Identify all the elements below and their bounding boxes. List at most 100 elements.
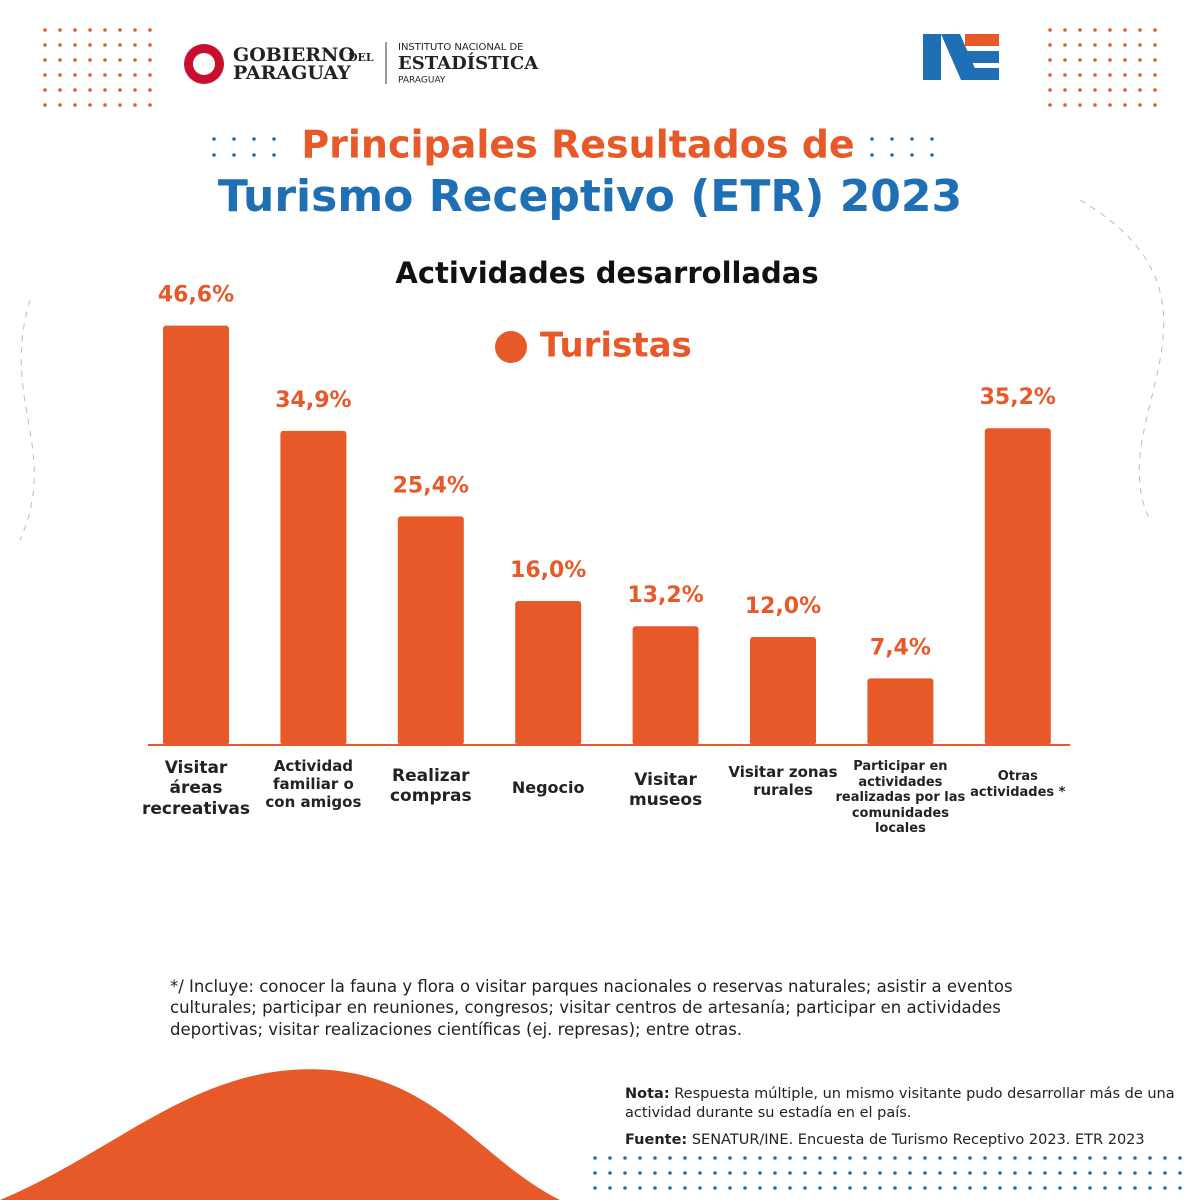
decor-dot [848, 1171, 852, 1175]
decor-dot [998, 1186, 1002, 1190]
decor-dot [968, 1171, 972, 1175]
logo-ine [923, 34, 941, 80]
decor-dot [1028, 1156, 1032, 1160]
decor-dot [1133, 1186, 1137, 1190]
decor-dot [923, 1171, 927, 1175]
decor-dot [43, 58, 47, 62]
decor-dot [728, 1156, 732, 1160]
decor-dot [212, 153, 216, 157]
decor-dot [1108, 28, 1112, 32]
decor-dot [833, 1186, 837, 1190]
decor-dot [878, 1186, 882, 1190]
decor-dot [608, 1171, 612, 1175]
bar [163, 325, 229, 745]
decor-dot [653, 1156, 657, 1160]
decor-dot [593, 1156, 597, 1160]
bar [280, 430, 347, 745]
decor-dot [1093, 58, 1097, 62]
decor-dot [953, 1171, 957, 1175]
decor-dot [43, 73, 47, 77]
decor-dot [1133, 1171, 1137, 1175]
decor-dot [1153, 58, 1157, 62]
decor-dot [148, 58, 152, 62]
decor-dot [788, 1156, 792, 1160]
decor-dot [683, 1186, 687, 1190]
decor-dot [983, 1171, 987, 1175]
decor-dot [863, 1156, 867, 1160]
decor-dot [863, 1171, 867, 1175]
decor-dot [212, 137, 216, 141]
bar [984, 428, 1051, 745]
decor-dot [893, 1186, 897, 1190]
header-text: INSTITUTO NACIONAL DE [398, 42, 523, 53]
decor-dot [608, 1156, 612, 1160]
decor-dot [1163, 1171, 1167, 1175]
decor-dot [103, 103, 107, 107]
decor-dot [1078, 73, 1082, 77]
decor-dot [983, 1186, 987, 1190]
decor-dot [1073, 1171, 1077, 1175]
logo-gov [193, 53, 215, 75]
decor-dot [803, 1156, 807, 1160]
decor-dot [1138, 28, 1142, 32]
source: Fuente: SENATUR/INE. Encuesta de Turismo… [625, 1131, 1185, 1150]
source-text: SENATUR/INE. Encuesta de Turismo Recepti… [691, 1132, 1145, 1148]
decor-dot [908, 1171, 912, 1175]
decor-dot [908, 1156, 912, 1160]
decor-dot [998, 1156, 1002, 1160]
decor-dot [1108, 58, 1112, 62]
decor-dot [1138, 73, 1142, 77]
decor-dot [1028, 1186, 1032, 1190]
decor-dot [1148, 1186, 1152, 1190]
decor-dot [743, 1171, 747, 1175]
decor-dot [953, 1156, 957, 1160]
decor-dot [818, 1156, 822, 1160]
note-label: Nota: [625, 1086, 670, 1102]
logo-ine [965, 34, 999, 46]
decor-dot [1118, 1186, 1122, 1190]
chart-subtitle: Actividades desarrolladas [395, 256, 818, 290]
decor-dot [623, 1156, 627, 1160]
x-tick-label: Visitar zonas rurales [728, 763, 838, 799]
logo-ine [965, 68, 999, 80]
decor-dot [818, 1186, 822, 1190]
decor-dot [133, 28, 137, 32]
data-label: 13,2% [627, 583, 703, 608]
decor-dot [73, 103, 77, 107]
decor-dot [893, 1156, 897, 1160]
decor-dot [683, 1171, 687, 1175]
decor-dot [1123, 28, 1127, 32]
decor-dot [1078, 28, 1082, 32]
decor-dot [743, 1186, 747, 1190]
decor-dot [930, 153, 934, 157]
decor-dot [1108, 73, 1112, 77]
decor-dot [88, 73, 92, 77]
decor-dot [118, 88, 122, 92]
decor-dot [638, 1156, 642, 1160]
decor-dot [1078, 103, 1082, 107]
decor-dot [910, 153, 914, 157]
decor-dot [698, 1171, 702, 1175]
decor-dot [118, 58, 122, 62]
decor-dot [623, 1171, 627, 1175]
decor-dot [910, 137, 914, 141]
decor-dot [833, 1156, 837, 1160]
note: Nota: Respuesta múltiple, un mismo visit… [625, 1085, 1185, 1123]
decor-dot [1063, 103, 1067, 107]
decor-dot [968, 1186, 972, 1190]
decor-dot [713, 1171, 717, 1175]
decor-dot [1078, 58, 1082, 62]
decor-dot [118, 103, 122, 107]
decor-dot [1093, 88, 1097, 92]
decor-dot [252, 153, 256, 157]
source-label: Fuente: [625, 1132, 688, 1148]
decor-dots [43, 28, 1182, 1190]
decor-dot [1063, 73, 1067, 77]
decor-dot [1138, 43, 1142, 47]
decor-dot [88, 103, 92, 107]
decor-dot [43, 43, 47, 47]
decor-dot [1013, 1171, 1017, 1175]
decor-dot [878, 1156, 882, 1160]
decor-dot [1118, 1171, 1122, 1175]
